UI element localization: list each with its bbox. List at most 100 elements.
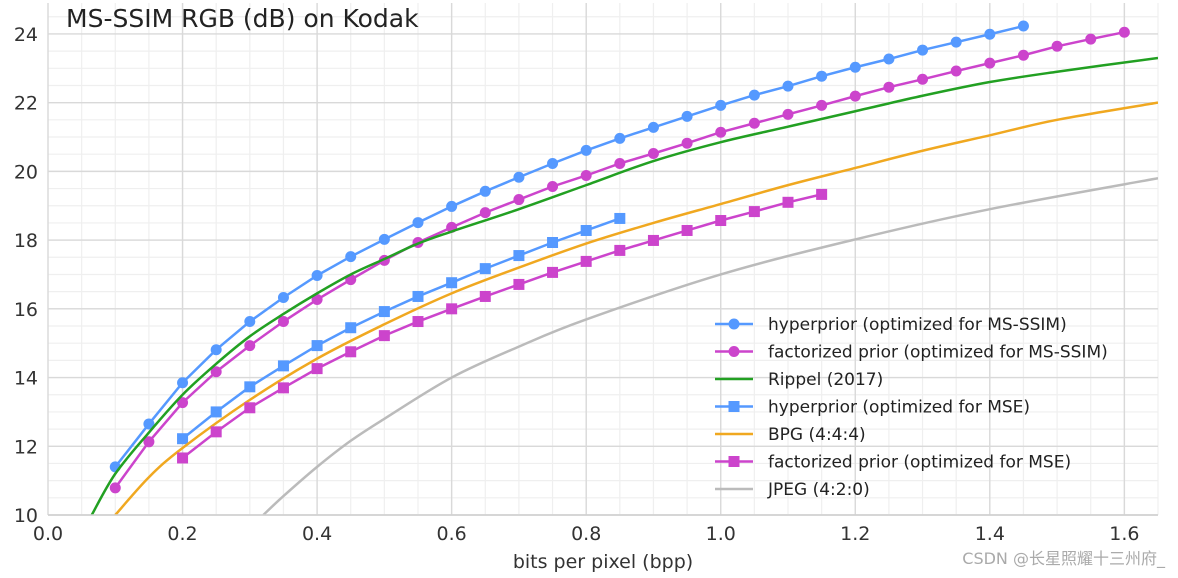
- y-tick-label: 10: [14, 505, 38, 527]
- data-point-square: [210, 426, 222, 438]
- data-point-circle: [446, 200, 458, 212]
- data-point-square: [311, 340, 323, 352]
- axes: 0.0 0.2 0.4 0.6 0.8 1.0 1.2 1.4 1.6 10 12 14 16 18 20 2…: [14, 24, 1158, 545]
- data-point-circle: [614, 157, 626, 169]
- data-point-circle: [1085, 33, 1097, 45]
- data-point-circle: [950, 65, 962, 77]
- data-point-square: [412, 290, 424, 302]
- data-point-square: [277, 382, 289, 394]
- data-point-circle: [143, 436, 155, 448]
- data-point-circle: [244, 316, 256, 328]
- data-point-circle: [715, 99, 727, 111]
- legend-item: JPEG (4:2:0): [715, 480, 870, 500]
- data-point-circle: [614, 132, 626, 144]
- data-point-circle: [950, 36, 962, 48]
- data-point-circle: [580, 144, 592, 156]
- data-point-circle: [681, 137, 693, 149]
- data-point-circle: [1017, 20, 1029, 32]
- x-tick-label: 1.6: [1109, 523, 1139, 545]
- data-point-circle: [513, 194, 525, 206]
- data-point-circle: [547, 157, 559, 169]
- data-point-circle: [177, 397, 189, 409]
- legend-label: factorized prior (optimized for MSE): [768, 453, 1071, 473]
- data-point-circle: [412, 217, 424, 229]
- data-point-square: [580, 255, 592, 267]
- data-point-square: [782, 196, 794, 208]
- data-point-square: [177, 452, 189, 464]
- data-point-circle: [984, 57, 996, 69]
- data-point-circle: [177, 377, 189, 389]
- y-tick-label: 24: [14, 24, 38, 46]
- data-point-circle: [210, 366, 222, 378]
- series-factorized-prior-optimized-for-mse: [177, 188, 828, 464]
- data-point-circle: [748, 89, 760, 101]
- data-point-square: [177, 433, 189, 445]
- data-point-circle: [849, 90, 861, 102]
- y-tick-label: 22: [14, 93, 38, 115]
- legend-item: hyperprior (optimized for MS-SSIM): [715, 315, 1067, 335]
- data-point-square: [378, 306, 390, 318]
- x-tick-label: 0.8: [571, 523, 601, 545]
- series-bpg-4-4-4: [114, 101, 1158, 515]
- data-point-square: [547, 237, 559, 249]
- y-tick-label: 14: [14, 368, 38, 390]
- data-point-circle: [479, 207, 491, 219]
- data-point-circle: [1017, 49, 1029, 61]
- y-tick-label: 20: [14, 161, 38, 183]
- data-point-square: [728, 456, 740, 467]
- data-point-circle: [311, 294, 323, 306]
- data-point-square: [244, 381, 256, 393]
- series-hyperprior-optimized-for-mse: [177, 212, 626, 445]
- data-point-square: [210, 406, 222, 418]
- data-point-circle: [378, 233, 390, 245]
- data-point-circle: [728, 346, 740, 357]
- data-point-circle: [748, 117, 760, 129]
- data-point-circle: [109, 482, 121, 494]
- data-point-circle: [479, 185, 491, 197]
- legend-item: Rippel (2017): [715, 370, 883, 390]
- series-rippel-2017: [90, 56, 1158, 515]
- data-point-circle: [816, 70, 828, 82]
- data-point-circle: [849, 61, 861, 73]
- data-point-square: [277, 360, 289, 372]
- data-point-circle: [715, 126, 727, 138]
- data-point-square: [728, 401, 740, 412]
- legend-label: Rippel (2017): [768, 370, 883, 390]
- x-tick-label: 0.6: [437, 523, 467, 545]
- data-point-square: [378, 330, 390, 342]
- legend: hyperprior (optimized for MS-SSIM) factor…: [715, 315, 1108, 500]
- data-point-square: [446, 303, 458, 315]
- data-point-circle: [311, 269, 323, 281]
- data-point-square: [479, 290, 491, 302]
- data-point-square: [547, 266, 559, 278]
- series-line: [114, 101, 1158, 515]
- data-point-square: [345, 346, 357, 358]
- x-tick-label: 1.2: [840, 523, 870, 545]
- legend-item: hyperprior (optimized for MSE): [715, 398, 1030, 418]
- data-point-circle: [917, 44, 929, 56]
- series-line: [114, 24, 1024, 468]
- data-point-circle: [816, 99, 828, 111]
- data-point-circle: [647, 121, 659, 133]
- data-point-square: [614, 244, 626, 256]
- data-point-square: [446, 277, 458, 289]
- data-point-circle: [647, 148, 659, 160]
- data-point-square: [614, 212, 626, 224]
- legend-item: factorized prior (optimized for MS-SSIM): [715, 343, 1108, 363]
- data-point-circle: [547, 180, 559, 192]
- data-point-square: [647, 234, 659, 246]
- data-point-circle: [345, 251, 357, 263]
- series-group: [90, 20, 1158, 515]
- data-point-circle: [681, 110, 693, 122]
- data-point-square: [816, 188, 828, 200]
- data-point-circle: [782, 108, 794, 120]
- legend-item: BPG (4:4:4): [715, 425, 866, 445]
- data-point-circle: [782, 80, 794, 92]
- series-line: [90, 56, 1158, 515]
- data-point-square: [580, 224, 592, 236]
- legend-label: JPEG (4:2:0): [767, 480, 870, 500]
- data-point-circle: [1118, 26, 1130, 38]
- legend-label: hyperprior (optimized for MSE): [768, 398, 1030, 418]
- series-line: [181, 217, 621, 440]
- data-point-square: [244, 402, 256, 414]
